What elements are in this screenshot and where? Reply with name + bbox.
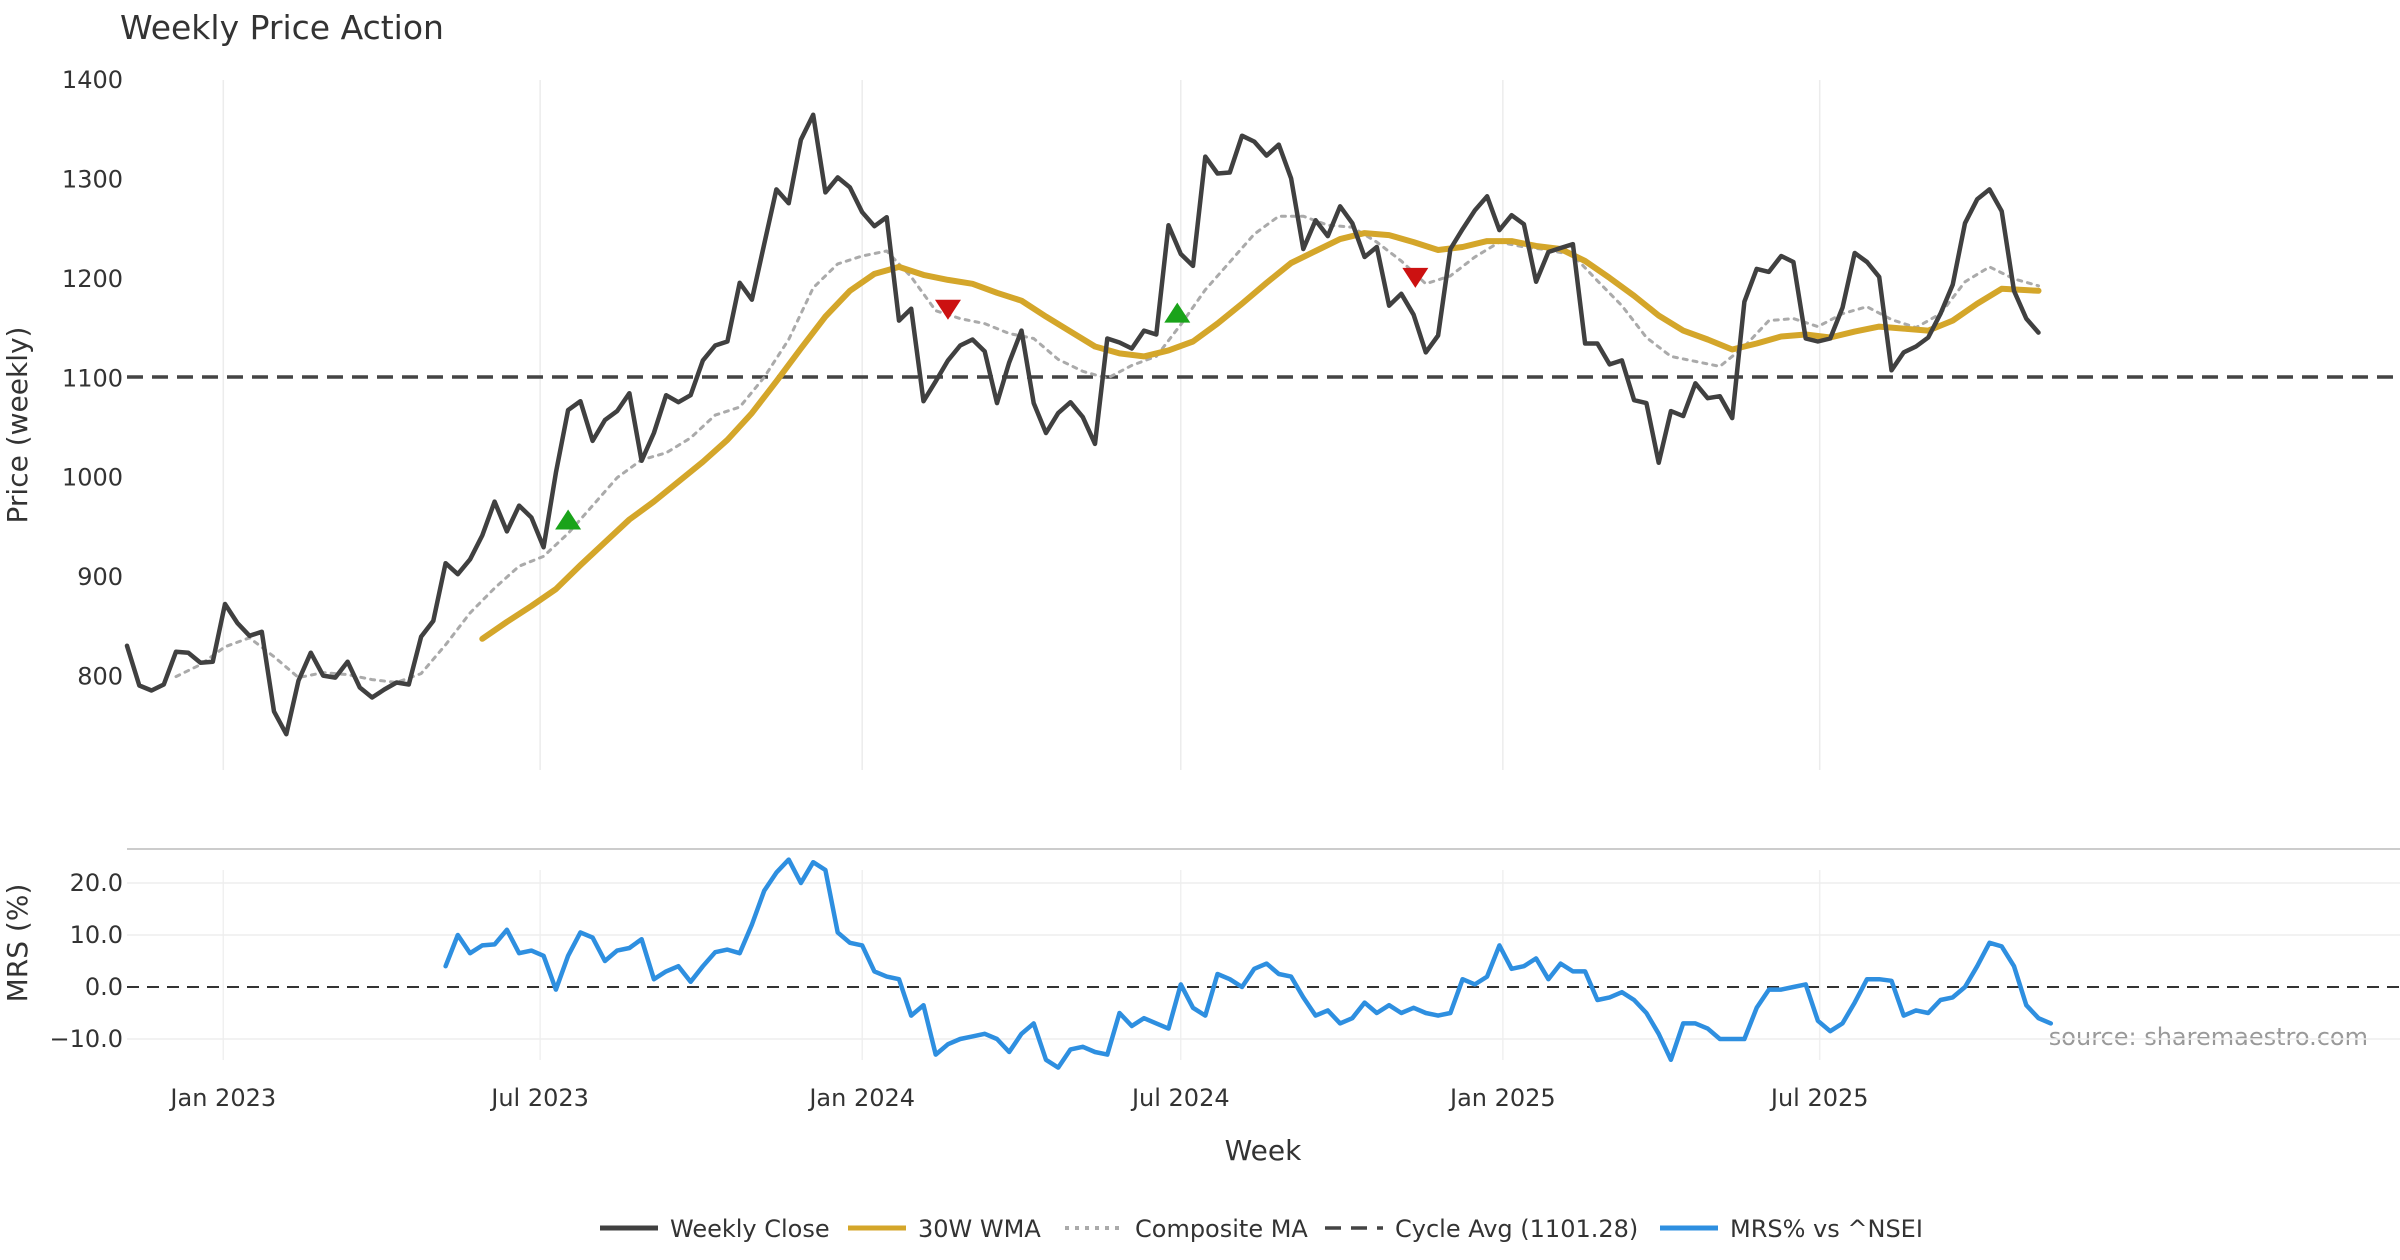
price-axis-title: Price (weekly): [1, 327, 34, 524]
x-tick-label: Jan 2023: [168, 1084, 276, 1112]
legend-label: Weekly Close: [670, 1215, 830, 1243]
legend-label: Cycle Avg (1101.28): [1395, 1215, 1638, 1243]
price-y-tick-label: 800: [77, 663, 123, 691]
mrs-panel: [127, 848, 2400, 1070]
buy-signal-marker: [555, 509, 582, 530]
price-y-tick-label: 1300: [62, 165, 123, 193]
legend-label: MRS% vs ^NSEI: [1730, 1215, 1923, 1243]
mrs-y-tick-label: 0.0: [85, 973, 123, 1001]
price-gridlines: [222, 80, 1821, 1060]
mrs-y-tick-label: −10.0: [49, 1025, 123, 1053]
mrs-line: [443, 857, 2054, 1070]
mrs-y-ticks: −10.0 0.0 10.0 20.0: [49, 869, 123, 1053]
price-y-tick-label: 900: [77, 563, 123, 591]
price-y-tick-label: 1400: [62, 66, 123, 94]
price-y-ticks: 800 900 1000 1100 1200 1300 1400: [62, 66, 123, 691]
composite-ma-line: [174, 214, 2040, 684]
price-y-tick-label: 1100: [62, 364, 123, 392]
price-y-tick-label: 1200: [62, 265, 123, 293]
x-tick-label: Jul 2024: [1130, 1084, 1230, 1112]
chart-title: Weekly Price Action: [120, 8, 444, 47]
x-tick-label: Jul 2025: [1769, 1084, 1869, 1112]
x-tick-label: Jul 2023: [489, 1084, 589, 1112]
mrs-y-tick-label: 10.0: [70, 921, 123, 949]
signal-markers: [555, 267, 1429, 530]
mrs-axis-title: MRS (%): [1, 884, 34, 1003]
price-panel: [124, 112, 2400, 737]
x-tick-label: Jan 2024: [807, 1084, 915, 1112]
legend-label: Composite MA: [1135, 1215, 1308, 1243]
mrs-y-tick-label: 20.0: [70, 869, 123, 897]
buy-signal-marker: [1164, 302, 1191, 323]
price-y-tick-label: 1000: [62, 464, 123, 492]
sell-signal-marker: [1402, 267, 1429, 288]
legend-label: 30W WMA: [918, 1215, 1041, 1243]
x-axis-ticks: Jan 2023 Jul 2023 Jan 2024 Jul 2024 Jan 2025…: [168, 1084, 1868, 1112]
x-tick-label: Jan 2025: [1448, 1084, 1556, 1112]
weekly-close-line: [124, 112, 2041, 737]
x-axis-title: Week: [1225, 1134, 1302, 1167]
30w-wma-line: [479, 230, 2042, 642]
sell-signal-marker: [934, 299, 961, 320]
legend: Weekly Close 30W WMA Composite MA Cycle Avg…: [600, 1215, 1923, 1243]
source-note: source: sharemaestro.com: [2049, 1023, 2368, 1051]
